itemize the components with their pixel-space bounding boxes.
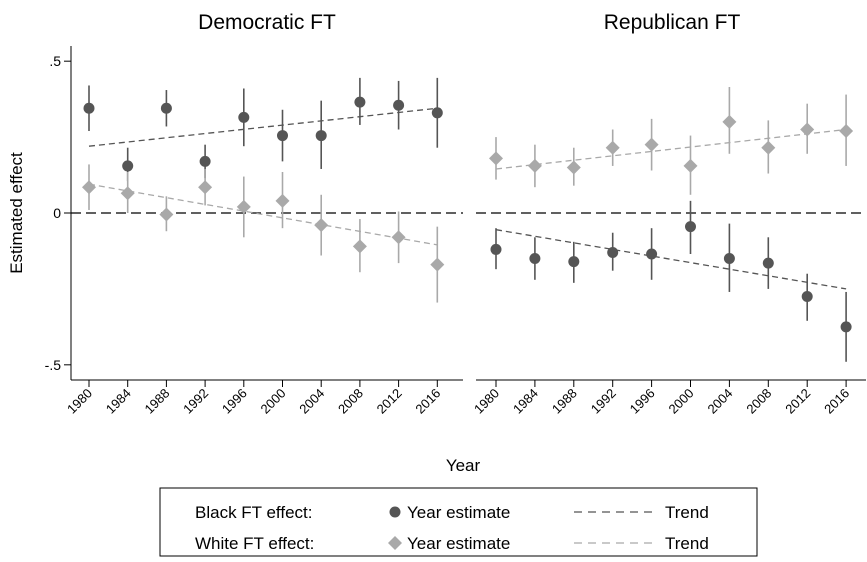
y-tick-label: 0 <box>53 205 61 221</box>
x-tick-label: 2004 <box>704 386 735 417</box>
estimate-point-black <box>529 253 541 265</box>
estimate-point-black <box>801 291 813 302</box>
y-axis-label: Estimated effect <box>7 152 26 274</box>
x-tick-label: 2000 <box>258 386 289 417</box>
x-axis-label: Year <box>446 456 481 475</box>
estimate-point-white <box>722 114 737 129</box>
estimate-point-black <box>199 155 211 167</box>
x-tick-label: 2016 <box>412 386 443 417</box>
y-tick-label: .5 <box>49 53 61 69</box>
estimate-point-black <box>607 246 619 258</box>
estimate-point-black <box>723 253 735 265</box>
trend-layer <box>88 107 847 290</box>
legend-marker-white <box>388 536 402 550</box>
panel-title-democratic: Democratic FT <box>198 11 336 34</box>
estimate-point-white <box>839 124 854 139</box>
legend-group-label-black: Black FT effect: <box>195 503 312 522</box>
estimate-point-white <box>198 180 213 195</box>
x-tick-label: 1980 <box>471 386 502 417</box>
trend-line-black <box>495 229 847 290</box>
estimate-point-black <box>315 130 327 142</box>
estimate-point-black <box>393 99 405 111</box>
estimate-point-black <box>238 111 250 123</box>
estimate-point-white <box>489 151 503 166</box>
x-tick-layer: 1980 1984 1988 1992 1996 2000 2004 2008 2012 2016… <box>64 380 852 417</box>
estimate-point-black <box>160 102 172 114</box>
x-tick-label: 2008 <box>335 386 366 417</box>
estimate-point-white <box>800 122 815 137</box>
marker-layer <box>82 96 854 333</box>
estimate-point-white <box>761 140 776 155</box>
trend-line-white <box>495 128 847 170</box>
estimate-point-black <box>354 96 366 108</box>
x-tick-label: 2012 <box>374 386 405 417</box>
legend-estimate-label-black: Year estimate <box>407 503 510 522</box>
x-tick-label: 2008 <box>743 386 774 417</box>
x-tick-label: 2016 <box>821 386 852 417</box>
legend-estimate-label-white: Year estimate <box>407 534 510 553</box>
x-tick-label: 2000 <box>666 386 697 417</box>
estimate-point-white <box>120 186 135 201</box>
x-tick-label: 1984 <box>103 386 134 417</box>
estimate-point-white <box>159 207 174 222</box>
x-tick-label: 1996 <box>219 386 250 417</box>
legend-group-label-white: White FT effect: <box>195 534 314 553</box>
estimate-point-white <box>391 230 406 245</box>
x-tick-label: 1992 <box>180 386 211 417</box>
estimate-point-white <box>314 218 329 233</box>
legend-trend-label-black: Trend <box>665 503 709 522</box>
estimate-point-white <box>527 158 542 173</box>
estimate-point-black <box>762 257 774 269</box>
estimate-point-white <box>352 239 367 254</box>
legend-marker-black <box>389 506 401 518</box>
y-tick-label: -.5 <box>45 357 62 373</box>
legend-trend-label-white: Trend <box>665 534 709 553</box>
estimate-point-white <box>236 199 251 214</box>
trend-line-white <box>88 183 438 246</box>
trend-line-black <box>88 107 438 147</box>
x-tick-label: 1988 <box>141 386 172 417</box>
x-tick-label: 1980 <box>64 386 95 417</box>
x-tick-label: 2004 <box>296 386 327 417</box>
estimate-point-black <box>685 221 696 233</box>
estimate-point-black <box>840 321 852 333</box>
estimate-point-black <box>277 130 288 142</box>
y-tick-layer: .5 0 -.5 <box>45 53 71 373</box>
x-tick-label: 2012 <box>782 386 813 417</box>
legend-box <box>159 487 758 557</box>
x-tick-label: 1996 <box>627 386 658 417</box>
estimate-point-black <box>490 243 502 255</box>
estimate-point-black <box>568 256 580 268</box>
estimate-point-black <box>122 160 134 172</box>
x-tick-label: 1988 <box>549 386 580 417</box>
x-tick-label: 1992 <box>588 386 619 417</box>
estimate-point-white <box>82 180 96 195</box>
estimate-point-white <box>605 140 620 155</box>
estimate-point-black <box>431 107 443 119</box>
estimate-point-white <box>566 160 581 175</box>
estimate-point-black <box>646 248 658 260</box>
legend: Black FT effect: Year estimate Trend Whi… <box>159 487 758 557</box>
estimate-point-white <box>683 158 698 173</box>
estimate-point-white <box>430 257 445 272</box>
estimate-point-white <box>275 193 290 208</box>
estimate-point-black <box>83 102 95 114</box>
panel-title-republican: Republican FT <box>604 11 741 34</box>
estimate-point-white <box>644 137 659 152</box>
x-tick-label: 1984 <box>510 386 541 417</box>
